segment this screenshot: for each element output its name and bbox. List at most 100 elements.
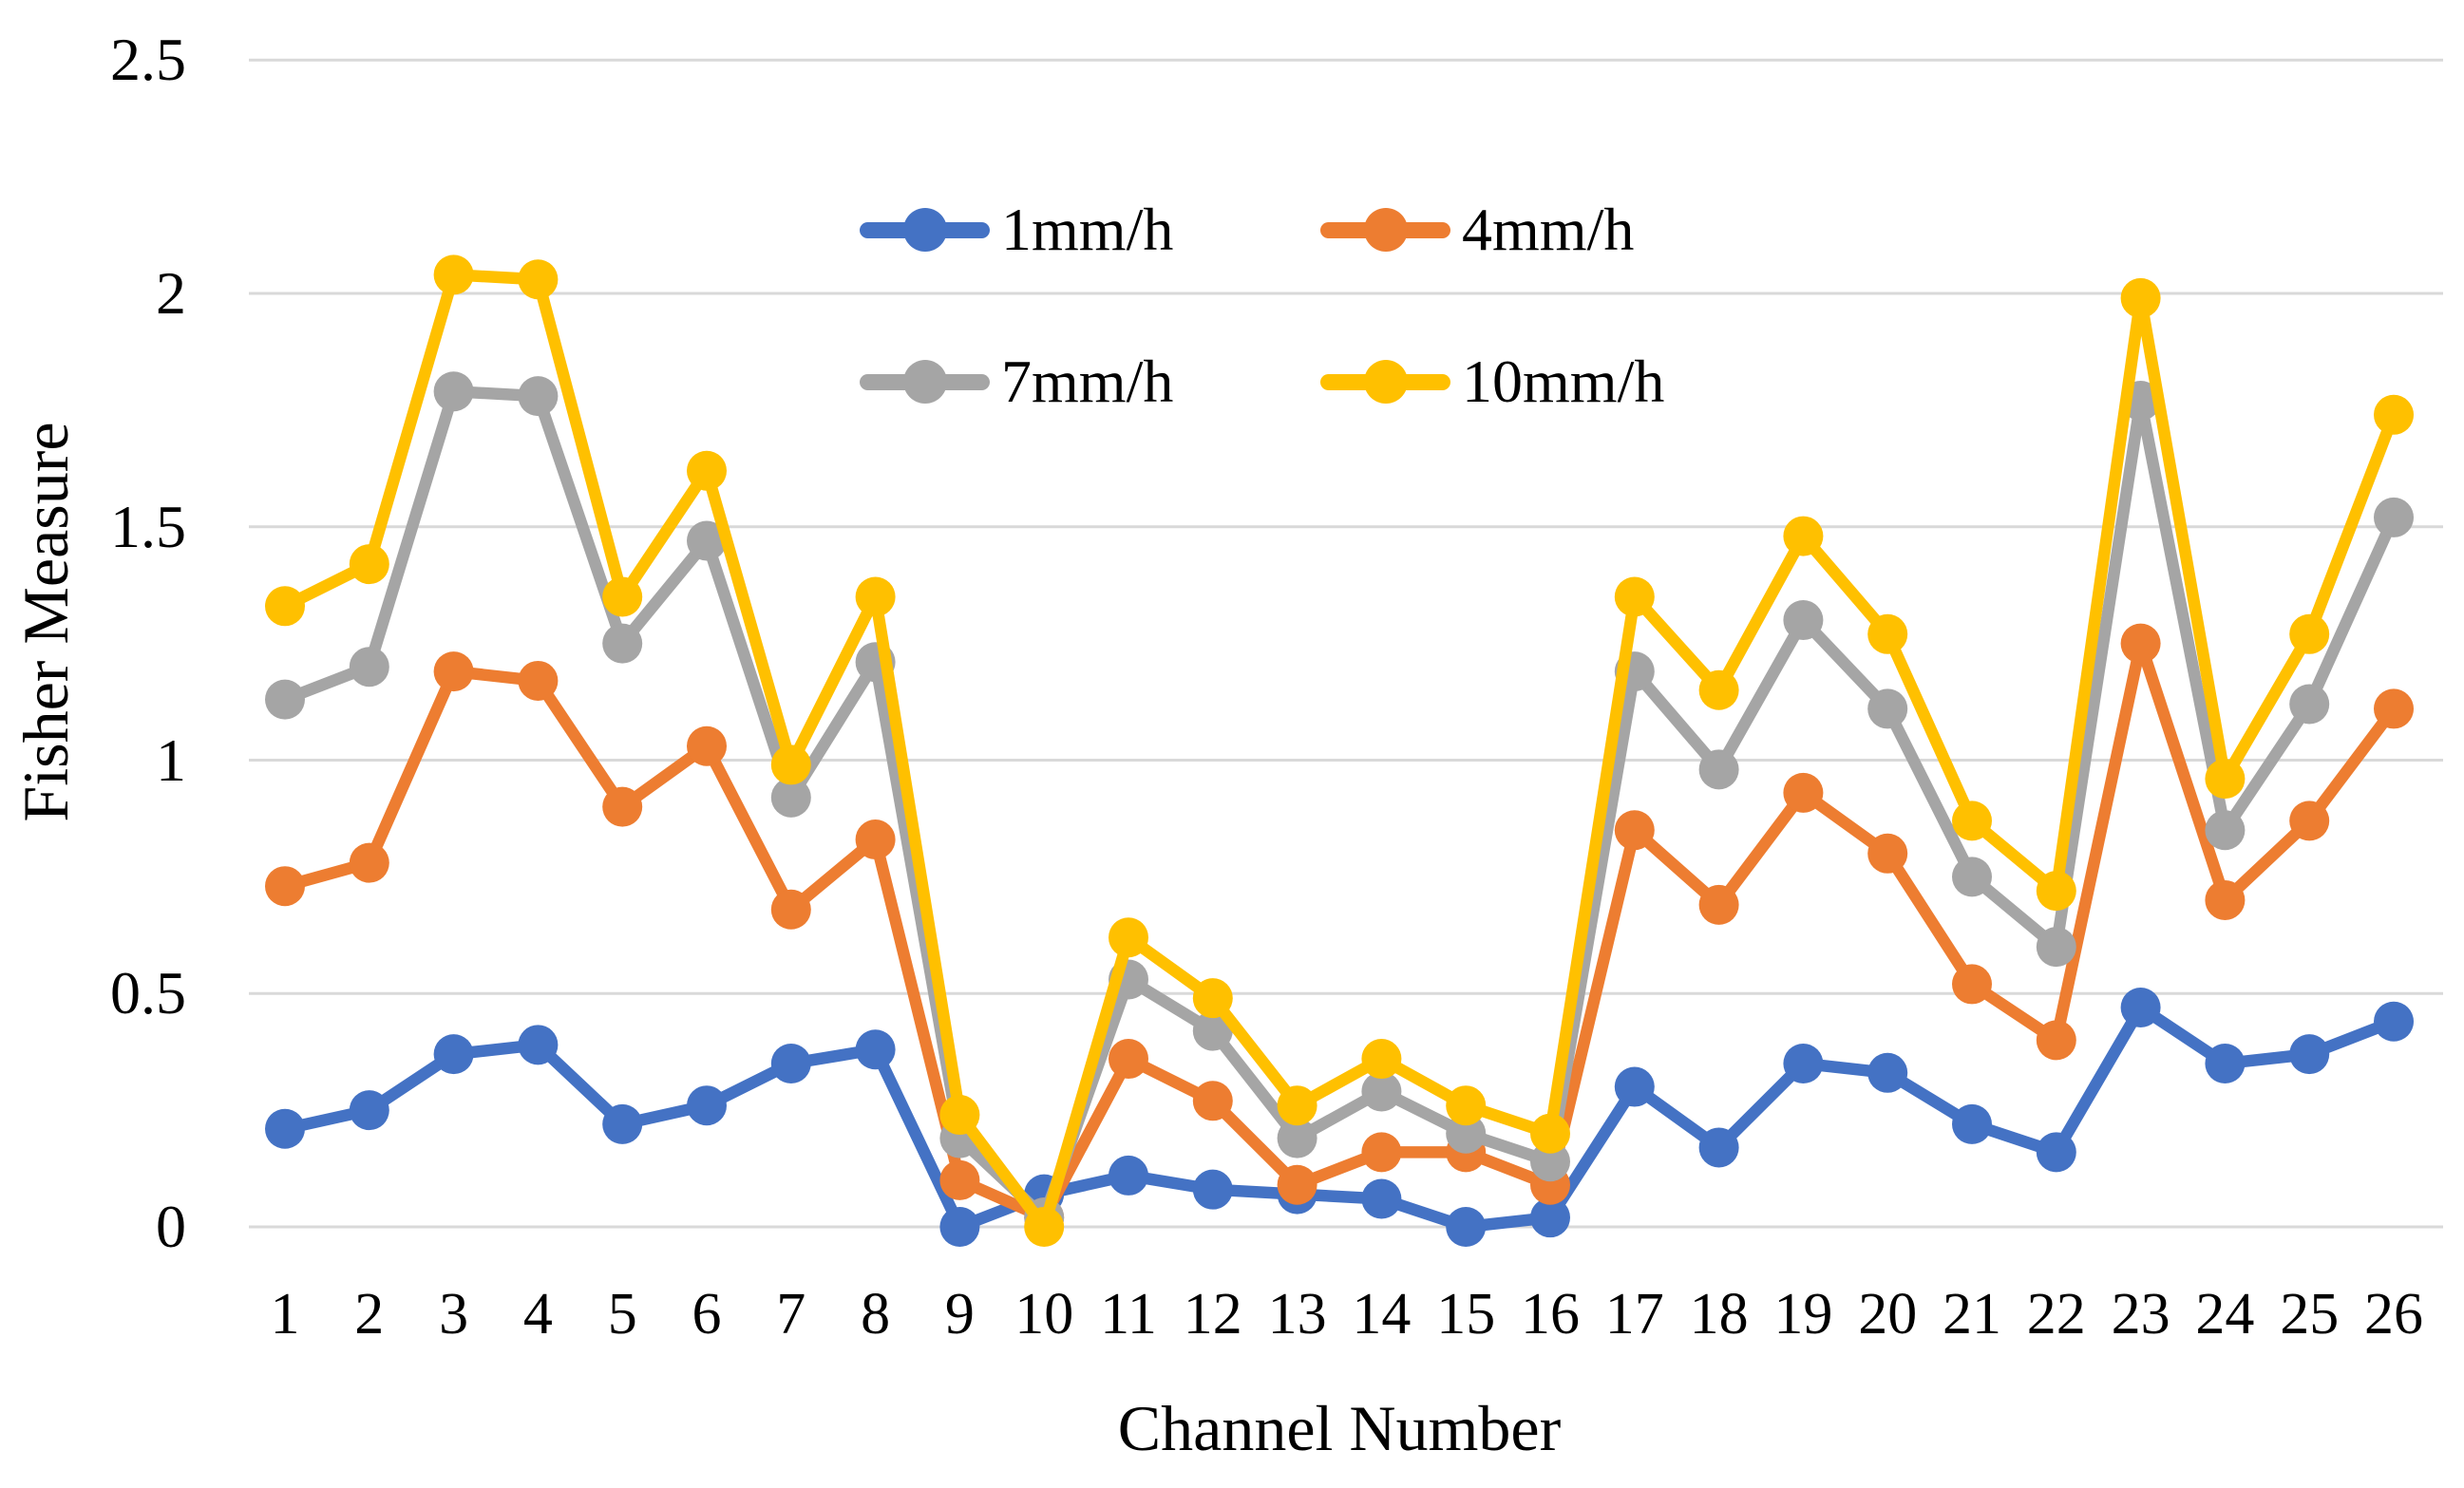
point-7mmh-ch16 xyxy=(1530,1141,1570,1182)
point-10mmh-ch5 xyxy=(602,576,643,617)
point-1mmh-ch22 xyxy=(2036,1132,2076,1173)
point-7mmh-ch22 xyxy=(2036,927,2076,968)
point-4mmh-ch25 xyxy=(2289,801,2330,841)
x-tick-label-4: 4 xyxy=(522,1282,553,1347)
point-10mmh-ch10 xyxy=(1024,1207,1065,1247)
legend-marker-icon-10mmh xyxy=(1320,359,1450,405)
point-10mmh-ch15 xyxy=(1446,1085,1487,1126)
y-tick-label-0: 0 xyxy=(156,1193,186,1260)
point-10mmh-ch17 xyxy=(1614,576,1655,617)
point-10mmh-ch4 xyxy=(518,259,559,300)
point-7mmh-ch24 xyxy=(2205,810,2246,851)
point-10mmh-ch12 xyxy=(1192,978,1233,1019)
point-1mmh-ch24 xyxy=(2205,1043,2246,1083)
point-4mmh-ch3 xyxy=(433,651,474,692)
point-10mmh-ch20 xyxy=(1867,613,1908,654)
point-7mmh-ch3 xyxy=(433,371,474,412)
point-10mmh-ch2 xyxy=(349,544,389,585)
point-7mmh-ch25 xyxy=(2289,684,2330,725)
point-4mmh-ch22 xyxy=(2036,1020,2076,1061)
y-tick-label-1: 1 xyxy=(156,725,186,794)
point-1mmh-ch16 xyxy=(1530,1197,1570,1238)
legend-marker-icon-1mmh xyxy=(860,207,990,253)
point-10mmh-ch25 xyxy=(2289,613,2330,654)
point-1mmh-ch1 xyxy=(265,1108,305,1149)
point-10mmh-ch21 xyxy=(1952,801,1992,841)
legend-item-7mmh: 7mm/h xyxy=(860,306,1320,458)
point-4mmh-ch11 xyxy=(1109,1039,1148,1080)
point-4mmh-ch26 xyxy=(2374,688,2414,729)
point-7mmh-ch20 xyxy=(1867,688,1908,729)
point-4mmh-ch4 xyxy=(518,660,559,701)
point-4mmh-ch12 xyxy=(1192,1081,1233,1121)
legend-marker-dot xyxy=(1363,360,1408,404)
point-1mmh-ch2 xyxy=(349,1090,389,1131)
point-4mmh-ch14 xyxy=(1361,1132,1402,1173)
x-tick-label-10: 10 xyxy=(1014,1282,1074,1347)
point-7mmh-ch26 xyxy=(2374,497,2414,537)
x-tick-label-2: 2 xyxy=(354,1282,385,1347)
x-axis-title: Channel Number xyxy=(1117,1392,1562,1464)
point-10mmh-ch3 xyxy=(433,254,474,295)
point-10mmh-ch24 xyxy=(2205,759,2246,800)
x-tick-label-14: 14 xyxy=(1352,1282,1412,1347)
y-axis-title: Fisher Measure xyxy=(9,422,82,822)
point-7mmh-ch2 xyxy=(349,647,389,687)
point-4mmh-ch24 xyxy=(2205,879,2246,920)
point-1mmh-ch12 xyxy=(1192,1169,1233,1210)
point-7mmh-ch19 xyxy=(1783,600,1824,641)
point-4mmh-ch5 xyxy=(602,786,643,827)
point-4mmh-ch19 xyxy=(1783,772,1824,813)
point-4mmh-ch6 xyxy=(687,725,727,766)
point-7mmh-ch15 xyxy=(1446,1113,1487,1154)
legend-label-10mmh: 10mm/h xyxy=(1462,348,1665,415)
point-1mmh-ch9 xyxy=(939,1207,980,1247)
legend-marker-dot xyxy=(902,360,947,404)
point-4mmh-ch9 xyxy=(939,1159,980,1200)
point-10mmh-ch19 xyxy=(1783,516,1824,556)
point-4mmh-ch1 xyxy=(265,866,305,907)
legend-label-4mmh: 4mm/h xyxy=(1462,196,1635,263)
y-tick-label-0-5: 0.5 xyxy=(110,959,186,1027)
point-7mmh-ch6 xyxy=(687,520,727,561)
point-4mmh-ch18 xyxy=(1698,884,1739,925)
point-1mmh-ch18 xyxy=(1698,1127,1739,1168)
point-10mmh-ch8 xyxy=(855,576,896,617)
point-10mmh-ch13 xyxy=(1277,1085,1317,1126)
x-tick-label-3: 3 xyxy=(439,1282,469,1347)
legend-item-1mmh: 1mm/h xyxy=(860,154,1320,306)
point-7mmh-ch1 xyxy=(265,679,305,720)
legend-item-10mmh: 10mm/h xyxy=(1320,306,1664,458)
point-10mmh-ch9 xyxy=(939,1095,980,1136)
x-tick-label-7: 7 xyxy=(776,1282,806,1347)
point-10mmh-ch1 xyxy=(265,586,305,627)
point-7mmh-ch5 xyxy=(602,623,643,664)
y-tick-label-2-5: 2.5 xyxy=(110,26,186,94)
point-10mmh-ch18 xyxy=(1698,669,1739,710)
x-tick-label-22: 22 xyxy=(2026,1282,2086,1347)
legend-label-7mmh: 7mm/h xyxy=(1001,348,1174,415)
legend-label-1mmh: 1mm/h xyxy=(1001,196,1174,263)
point-1mmh-ch4 xyxy=(518,1025,559,1065)
point-1mmh-ch5 xyxy=(602,1103,643,1144)
x-tick-label-1: 1 xyxy=(270,1282,300,1347)
point-7mmh-ch7 xyxy=(770,777,811,818)
x-tick-label-12: 12 xyxy=(1183,1282,1242,1347)
x-tick-label-13: 13 xyxy=(1267,1282,1327,1347)
y-tick-label-2: 2 xyxy=(156,259,186,327)
x-tick-label-16: 16 xyxy=(1521,1282,1580,1347)
legend-marker-icon-7mmh xyxy=(860,359,990,405)
point-10mmh-ch23 xyxy=(2120,277,2161,318)
x-tick-label-8: 8 xyxy=(861,1282,891,1347)
y-tick-label-1-5: 1.5 xyxy=(110,492,186,560)
legend: 1mm/h 4mm/h 7mm/h 10mm/h xyxy=(860,154,1664,458)
point-10mmh-ch22 xyxy=(2036,871,2076,912)
x-tick-label-18: 18 xyxy=(1689,1282,1749,1347)
x-tick-label-11: 11 xyxy=(1100,1282,1157,1347)
point-1mmh-ch20 xyxy=(1867,1052,1908,1093)
point-1mmh-ch23 xyxy=(2120,987,2161,1027)
point-1mmh-ch26 xyxy=(2374,1001,2414,1042)
point-1mmh-ch7 xyxy=(770,1043,811,1083)
x-tick-label-6: 6 xyxy=(692,1282,722,1347)
